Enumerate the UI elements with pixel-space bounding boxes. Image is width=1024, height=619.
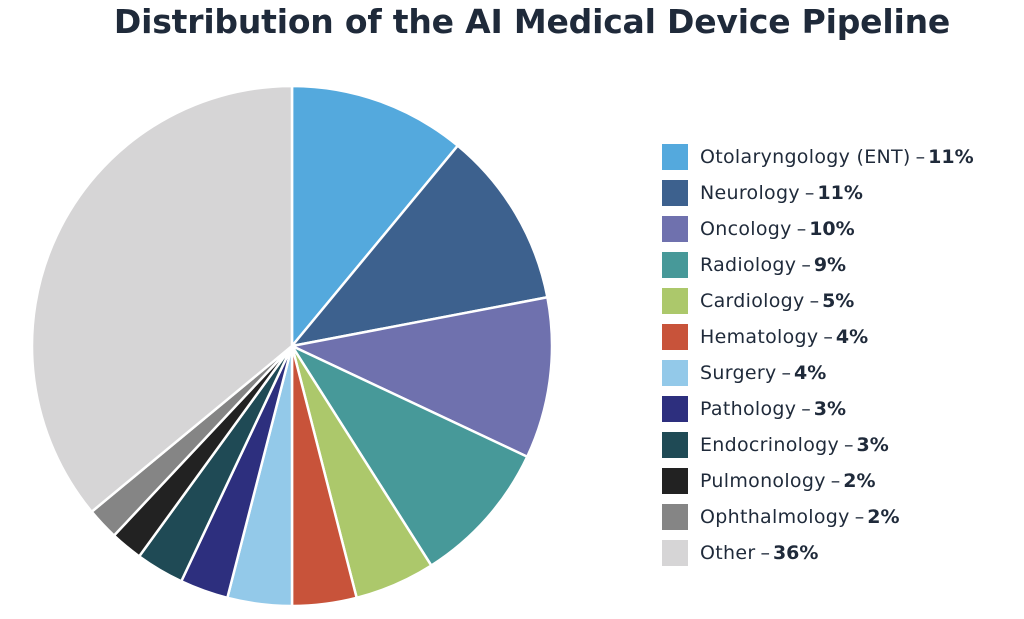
legend-separator: –	[801, 254, 811, 276]
legend-value: 10%	[809, 218, 855, 240]
legend-item: Radiology –9%	[662, 247, 974, 283]
legend-value: 11%	[928, 146, 974, 168]
legend-label: Hematology	[700, 326, 819, 348]
legend-value: 9%	[813, 254, 847, 276]
legend-swatch	[662, 216, 688, 242]
chart-title: Distribution of the AI Medical Device Pi…	[113, 2, 951, 41]
legend-value: 5%	[822, 290, 855, 312]
legend-separator: –	[760, 542, 770, 564]
legend-separator: –	[801, 398, 811, 420]
legend-item: Cardiology –5%	[662, 283, 974, 319]
legend-value: 2%	[843, 470, 876, 492]
legend-swatch	[662, 324, 688, 350]
pie-slice-otolaryngology-ent	[290, 84, 459, 348]
legend-separator: –	[804, 182, 815, 204]
legend-swatch	[662, 468, 688, 494]
legend-swatch	[662, 540, 688, 566]
legend-swatch	[662, 504, 688, 530]
legend-swatch	[662, 180, 688, 206]
legend-separator: –	[823, 326, 833, 348]
legend-item: Oncology –10%	[662, 211, 974, 247]
legend-item: Otolaryngology (ENT) –11%	[662, 139, 974, 175]
legend-item: Other –36%	[662, 535, 974, 571]
legend-label: Otolaryngology (ENT)	[700, 146, 911, 168]
legend-separator: –	[781, 362, 792, 384]
legend-label: Pathology	[700, 398, 797, 420]
legend-label: Surgery	[700, 362, 777, 384]
legend-separator: –	[915, 146, 926, 168]
legend-value: 36%	[772, 542, 819, 564]
legend-swatch	[662, 360, 688, 386]
legend-value: 4%	[835, 326, 869, 348]
legend-value: 2%	[867, 506, 900, 528]
legend-label: Other	[700, 542, 756, 564]
legend-swatch	[662, 432, 688, 458]
legend: Otolaryngology (ENT) –11% Neurology –11% Onc…	[662, 139, 974, 571]
legend-label: Neurology	[700, 182, 800, 204]
legend-item: Hematology –4%	[662, 319, 974, 355]
legend-item: Pulmonology –2%	[662, 463, 974, 499]
legend-item: Pathology –3%	[662, 391, 974, 427]
legend-label: Oncology	[700, 218, 792, 240]
legend-value: 3%	[856, 434, 889, 456]
legend-swatch	[662, 288, 688, 314]
legend-label: Pulmonology	[700, 470, 826, 492]
legend-swatch	[662, 396, 688, 422]
legend-item: Surgery –4%	[662, 355, 974, 391]
pie-chart	[30, 84, 554, 608]
legend-label: Endocrinology	[700, 434, 840, 456]
legend-item: Endocrinology –3%	[662, 427, 974, 463]
legend-separator: –	[796, 218, 807, 240]
legend-separator: –	[809, 290, 820, 312]
legend-separator: –	[854, 506, 865, 528]
legend-value: 3%	[813, 398, 847, 420]
legend-swatch	[662, 144, 688, 170]
pie-slice-oncology	[290, 296, 554, 458]
legend-separator: –	[844, 434, 854, 456]
pie-slice-radiology	[290, 344, 529, 567]
pie-slice-neurology	[290, 144, 549, 348]
legend-label: Radiology	[700, 254, 797, 276]
pie-slice-other	[30, 84, 294, 513]
legend-swatch	[662, 252, 688, 278]
legend-value: 11%	[817, 182, 863, 204]
legend-label: Ophthalmology	[700, 506, 850, 528]
legend-value: 4%	[794, 362, 827, 384]
legend-label: Cardiology	[700, 290, 805, 312]
legend-item: Ophthalmology –2%	[662, 499, 974, 535]
legend-separator: –	[830, 470, 841, 492]
legend-item: Neurology –11%	[662, 175, 974, 211]
